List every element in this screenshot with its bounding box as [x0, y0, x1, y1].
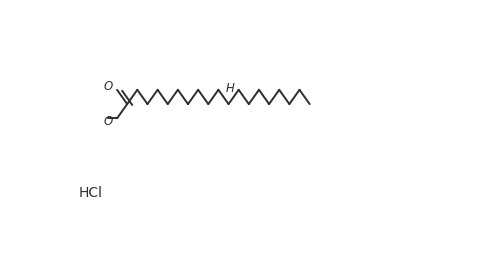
- Text: H: H: [225, 82, 234, 95]
- Text: O: O: [104, 115, 113, 128]
- Text: O: O: [104, 80, 113, 93]
- Text: HCl: HCl: [78, 186, 103, 200]
